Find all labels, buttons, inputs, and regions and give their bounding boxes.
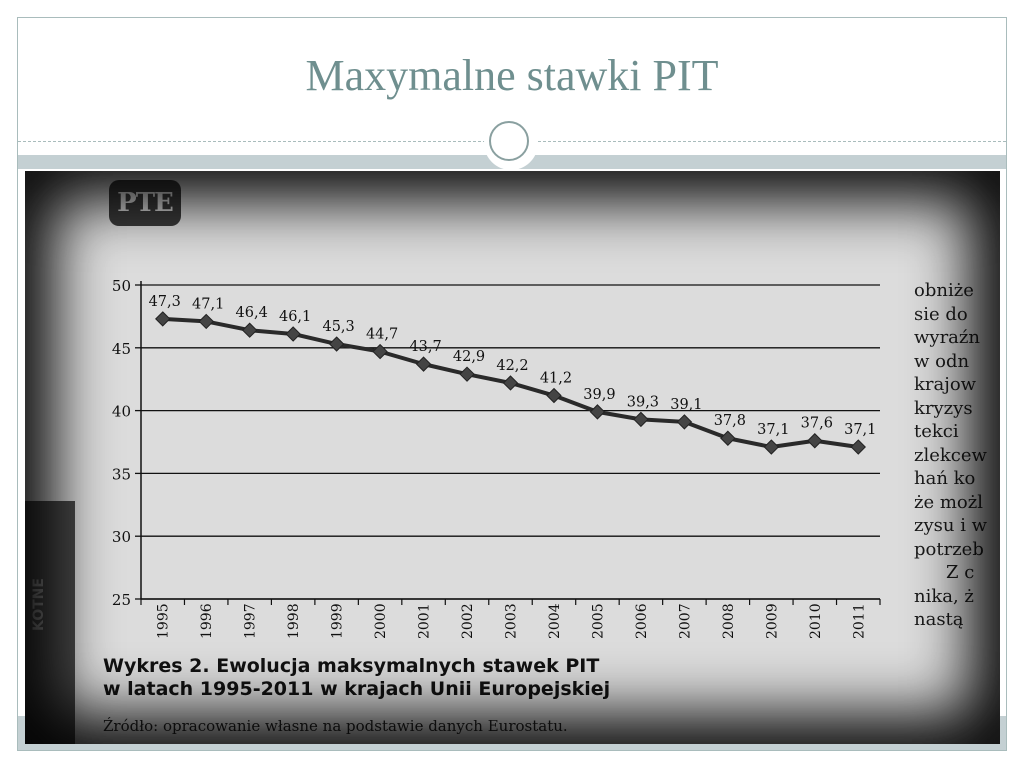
data-label: 46,1	[279, 309, 311, 325]
x-tick-label: 1997	[243, 603, 259, 639]
y-tick-label: 45	[112, 340, 131, 358]
x-tick-label: 2005	[590, 603, 606, 639]
data-point-marker	[155, 311, 171, 327]
x-tick-labels: 1995 1996 1997 1998 1999 2000 2001 2002 2003 2004…	[156, 603, 868, 639]
side-text-line: nastą	[914, 609, 964, 630]
side-text-line: wyraźn	[914, 327, 980, 348]
x-tick-label: 2001	[417, 603, 433, 639]
side-text-line: zysu i w	[914, 515, 988, 536]
data-point-marker	[198, 313, 214, 330]
data-label: 39,1	[670, 397, 702, 413]
chart-axes	[135, 281, 881, 605]
y-tick-label: 30	[112, 528, 131, 546]
data-label: 37,1	[757, 422, 789, 438]
side-text-line: krajow	[914, 374, 977, 395]
data-label: 44,7	[366, 327, 398, 343]
side-text-line: obniże	[914, 280, 974, 301]
x-tick-label: 1998	[286, 603, 302, 639]
data-point-marker	[763, 439, 780, 455]
x-tick-label: 2009	[764, 603, 780, 639]
x-tick-label: 2003	[504, 603, 520, 639]
data-point-marker	[720, 430, 736, 446]
data-point-marker	[546, 387, 562, 404]
side-text-line: w odn	[914, 350, 970, 372]
data-point-marker	[850, 439, 866, 455]
data-point-marker	[415, 356, 432, 372]
data-label: 42,9	[453, 349, 485, 365]
data-label: 37,6	[801, 416, 833, 432]
data-label: 47,1	[192, 296, 224, 312]
x-tick-label: 2006	[634, 603, 650, 639]
side-text-line: Z c	[946, 562, 975, 583]
y-tick-label: 25	[112, 591, 131, 609]
side-text-line: tekci	[914, 421, 959, 442]
caption-line-1: Wykres 2. Ewolucja maksymalnych stawek P…	[103, 655, 600, 677]
data-label: 39,9	[583, 387, 615, 403]
chart-photo: PTE KOTNE 50 45 40 35 30 25 1995 1996 1997 1998 1…	[25, 171, 1000, 744]
data-label: 47,3	[149, 294, 181, 310]
figure-source: Źródło: opracowanie własne na podstawie …	[103, 717, 568, 735]
x-tick-label: 1996	[199, 603, 215, 639]
data-point-marker	[372, 343, 388, 360]
side-text-line: nika, ż	[914, 585, 974, 607]
data-label: 45,3	[322, 319, 354, 335]
data-label: 46,4	[236, 305, 268, 321]
data-point-marker	[676, 414, 693, 430]
x-tick-label: 2004	[547, 603, 563, 639]
side-text-line: hań ko	[914, 468, 976, 489]
x-tick-label: 2002	[460, 603, 476, 639]
x-tick-label: 2007	[677, 603, 693, 639]
data-point-marker	[807, 433, 823, 449]
data-point-marker	[328, 336, 345, 352]
x-tick-label: 2000	[373, 603, 389, 639]
side-text-line: zlekcew	[914, 444, 987, 466]
y-tick-label: 40	[112, 403, 131, 421]
data-label: 39,3	[627, 394, 659, 410]
side-column-text: obniże sie do wyraźn w odn krajow kryzys tekci…	[914, 279, 1000, 632]
pte-logo: PTE	[109, 180, 181, 226]
x-tick-label: 1999	[330, 603, 346, 639]
slide-title: Maxymalne stawki PIT	[305, 51, 719, 100]
x-tick-label: 1995	[156, 603, 172, 639]
line-chart: 50 45 40 35 30 25 1995 1996 1997 1998 1999 2000 200…	[112, 277, 881, 639]
data-point-marker	[285, 326, 301, 342]
data-label: 37,8	[714, 413, 746, 429]
y-tick-label: 35	[112, 465, 131, 483]
data-point-marker	[633, 411, 649, 428]
data-label: 37,1	[844, 422, 876, 438]
chart-series	[155, 311, 866, 455]
data-point-marker	[241, 322, 258, 338]
x-tick-label: 2008	[721, 603, 737, 639]
data-point-marker	[589, 404, 606, 420]
data-labels: 47,3 47,1 46,4 46,1 45,3 44,7 43,7 42,9 42,2 41,2…	[149, 294, 877, 438]
circle-ornament-icon	[484, 116, 538, 170]
data-point-marker	[502, 375, 519, 391]
side-text-line: kryzys	[914, 397, 973, 419]
data-label: 42,2	[496, 358, 528, 374]
side-text-line: potrzeb	[914, 538, 984, 560]
data-label: 41,2	[540, 371, 572, 387]
y-tick-labels: 50 45 40 35 30 25	[112, 277, 131, 609]
data-label: 43,7	[409, 339, 441, 355]
x-tick-label: 2011	[851, 603, 867, 639]
caption-line-2: w latach 1995-2011 w krajach Unii Europe…	[103, 678, 611, 700]
data-point-marker	[459, 366, 475, 382]
side-text-line: sie do	[914, 303, 968, 325]
pte-logo-text: PTE	[117, 188, 174, 218]
x-tick-label: 2010	[808, 603, 824, 639]
side-text-line: że możl	[914, 491, 984, 513]
figure-caption: Wykres 2. Ewolucja maksymalnych stawek P…	[103, 655, 723, 701]
left-page-tab	[25, 501, 75, 744]
y-tick-label: 50	[112, 277, 131, 295]
